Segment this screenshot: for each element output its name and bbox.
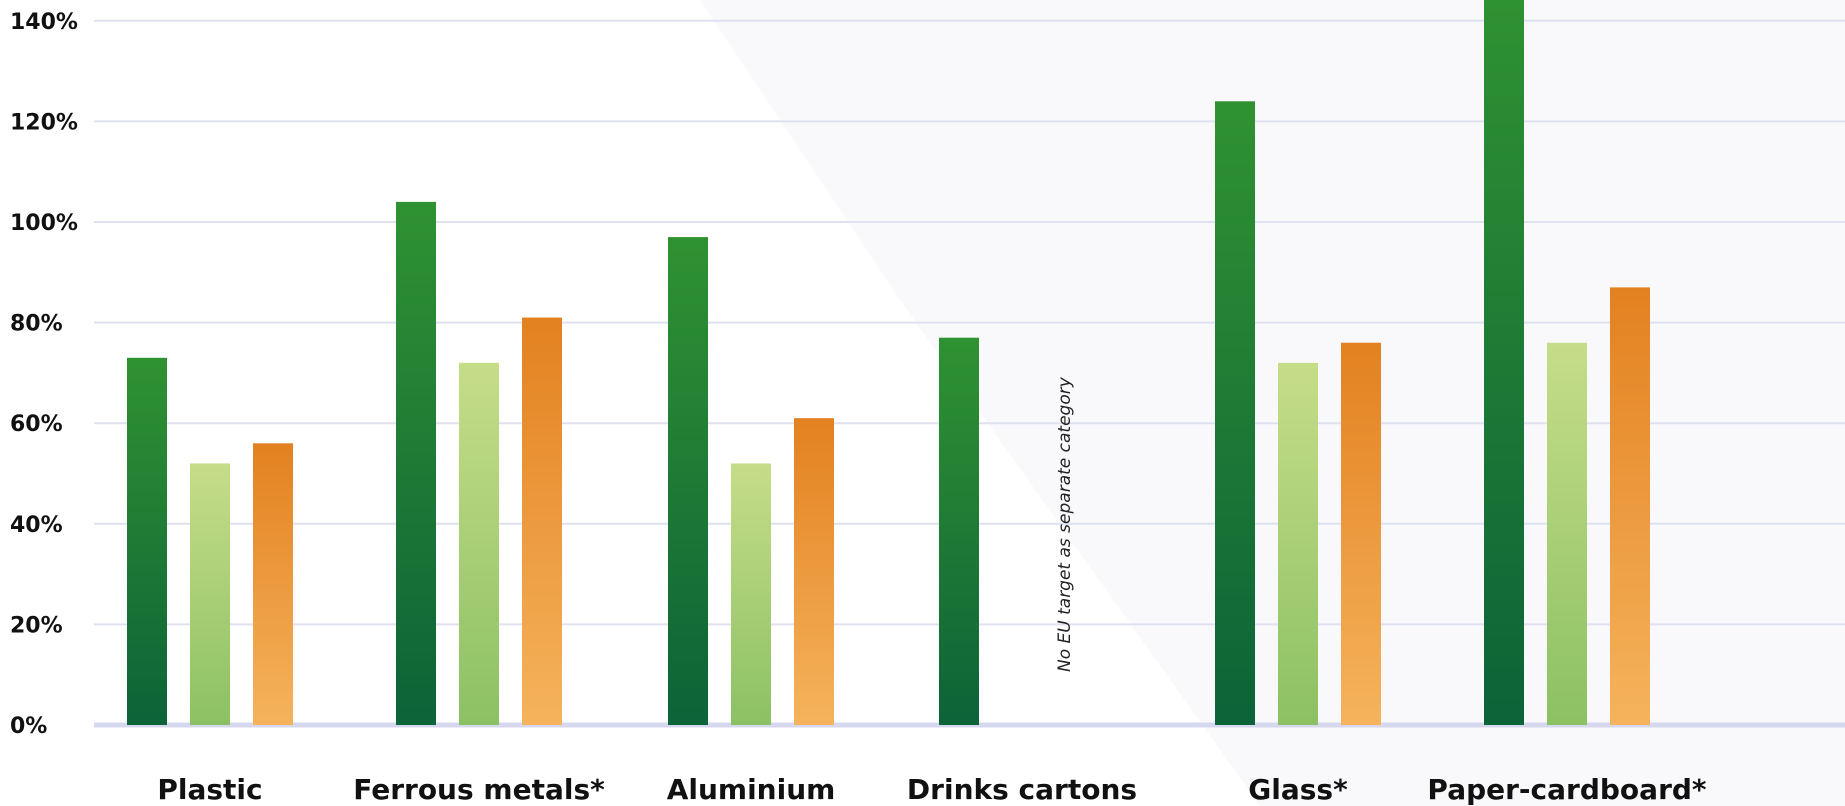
bar	[459, 362, 499, 725]
bars	[127, 0, 1650, 726]
no-target-annotation: No EU target as separate category	[1055, 376, 1075, 672]
y-tick-label: 140%	[10, 10, 78, 35]
category-label: Drinks cartons	[907, 773, 1137, 806]
category-label: Glass*	[1248, 773, 1348, 806]
y-tick-label: 80%	[10, 312, 63, 337]
category-label: Plastic	[157, 773, 262, 806]
y-tick-label: 60%	[10, 412, 63, 437]
y-tick-label: 0%	[10, 714, 47, 739]
bar	[1278, 362, 1318, 725]
bar	[1547, 342, 1587, 725]
y-tick-label: 120%	[10, 110, 78, 135]
bar	[939, 337, 979, 725]
bar	[253, 443, 293, 725]
category-label: Aluminium	[667, 773, 836, 806]
bar	[1484, 0, 1524, 726]
bar	[668, 237, 708, 725]
y-tick-label: 100%	[10, 211, 78, 236]
y-axis: 0% 20% 40% 60% 80% 100% 120% 140%	[10, 10, 78, 739]
category-label: Ferrous metals*	[353, 773, 605, 806]
bar	[190, 463, 230, 725]
bar	[127, 357, 167, 725]
bar	[1610, 287, 1650, 725]
x-axis: Plastic Ferrous metals* Aluminium Drinks ca…	[157, 773, 1707, 806]
y-tick-label: 40%	[10, 513, 63, 538]
annotations: No EU target as separate category	[1055, 376, 1075, 672]
bar	[731, 463, 771, 725]
bar	[1341, 342, 1381, 725]
bar	[1215, 101, 1255, 725]
y-tick-label: 20%	[10, 613, 63, 638]
bar	[396, 201, 436, 725]
bar	[794, 418, 834, 725]
category-label: Paper-cardboard*	[1427, 773, 1706, 806]
bar	[522, 317, 562, 725]
